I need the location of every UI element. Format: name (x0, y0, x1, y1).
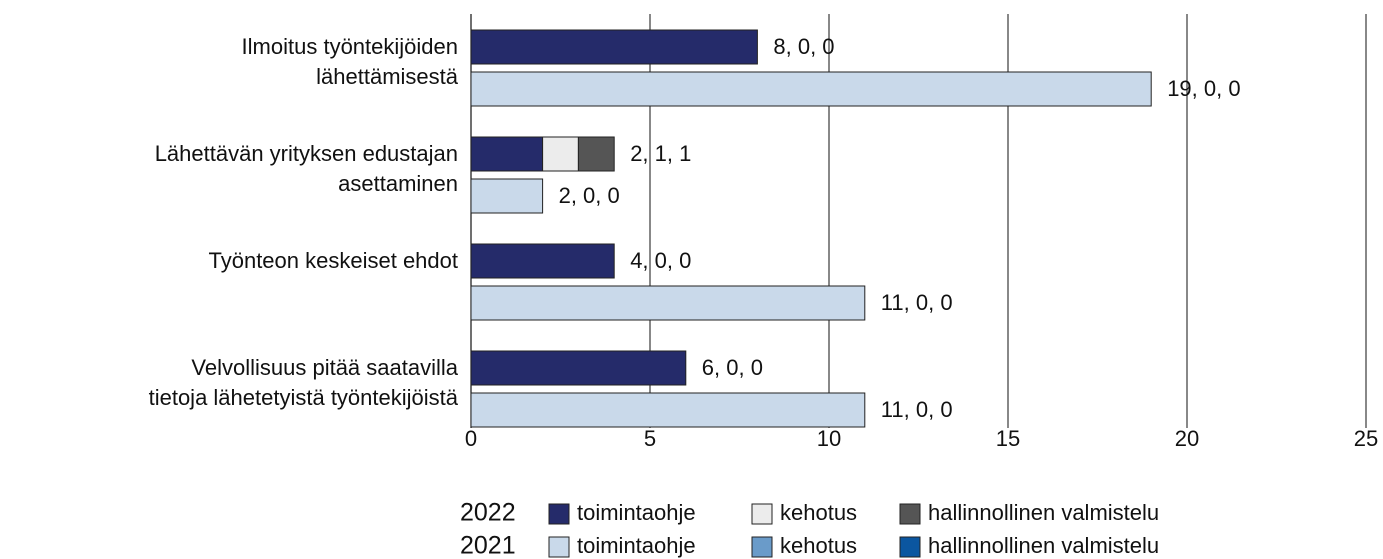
bar (470, 285, 866, 321)
value-label: 2, 0, 0 (559, 183, 620, 208)
value-label: 4, 0, 0 (630, 248, 691, 273)
category-label: Lähettävän yrityksen edustajan (155, 141, 458, 166)
category-label: Työnteon keskeiset ehdot (209, 248, 459, 273)
bar (470, 136, 544, 172)
bar (470, 243, 615, 279)
value-label: 11, 0, 0 (881, 290, 953, 315)
x-tick-label: 10 (817, 426, 841, 451)
category-label: lähettämisestä (316, 64, 459, 89)
value-label: 11, 0, 0 (881, 397, 953, 422)
bar (470, 71, 1152, 107)
legend-swatch (548, 536, 570, 558)
value-label: 8, 0, 0 (773, 34, 834, 59)
category-label: Ilmoitus työntekijöiden (242, 34, 458, 59)
legend-swatch (751, 503, 773, 525)
legend-swatch (751, 536, 773, 558)
category-label: tietoja lähetetyistä työntekijöistä (149, 385, 459, 410)
value-label: 6, 0, 0 (702, 355, 763, 380)
legend-label: toimintaohje (577, 500, 696, 525)
value-label: 19, 0, 0 (1167, 76, 1240, 101)
bar (542, 136, 579, 172)
legend-swatch (899, 503, 921, 525)
bar (470, 29, 758, 65)
legend-label: hallinnollinen valmistelu (928, 533, 1159, 558)
legend-swatch (899, 536, 921, 558)
x-tick-label: 15 (996, 426, 1020, 451)
category-label: Velvollisuus pitää saatavilla (191, 355, 458, 380)
legend-label: hallinnollinen valmistelu (928, 500, 1159, 525)
legend-label: toimintaohje (577, 533, 696, 558)
legend-swatch (548, 503, 570, 525)
x-tick-label: 5 (644, 426, 656, 451)
x-tick-label: 25 (1354, 426, 1378, 451)
legend-group: 2021 (460, 532, 516, 559)
category-label: asettaminen (338, 171, 458, 196)
legend-label: kehotus (780, 533, 857, 558)
value-label: 2, 1, 1 (630, 141, 691, 166)
bar (470, 178, 544, 214)
bar (577, 136, 615, 172)
x-tick-label: 20 (1175, 426, 1199, 451)
bar (470, 392, 866, 428)
bar (470, 350, 687, 386)
x-tick-label: 0 (465, 426, 477, 451)
legend-label: kehotus (780, 500, 857, 525)
legend-group: 2022 (460, 499, 516, 527)
